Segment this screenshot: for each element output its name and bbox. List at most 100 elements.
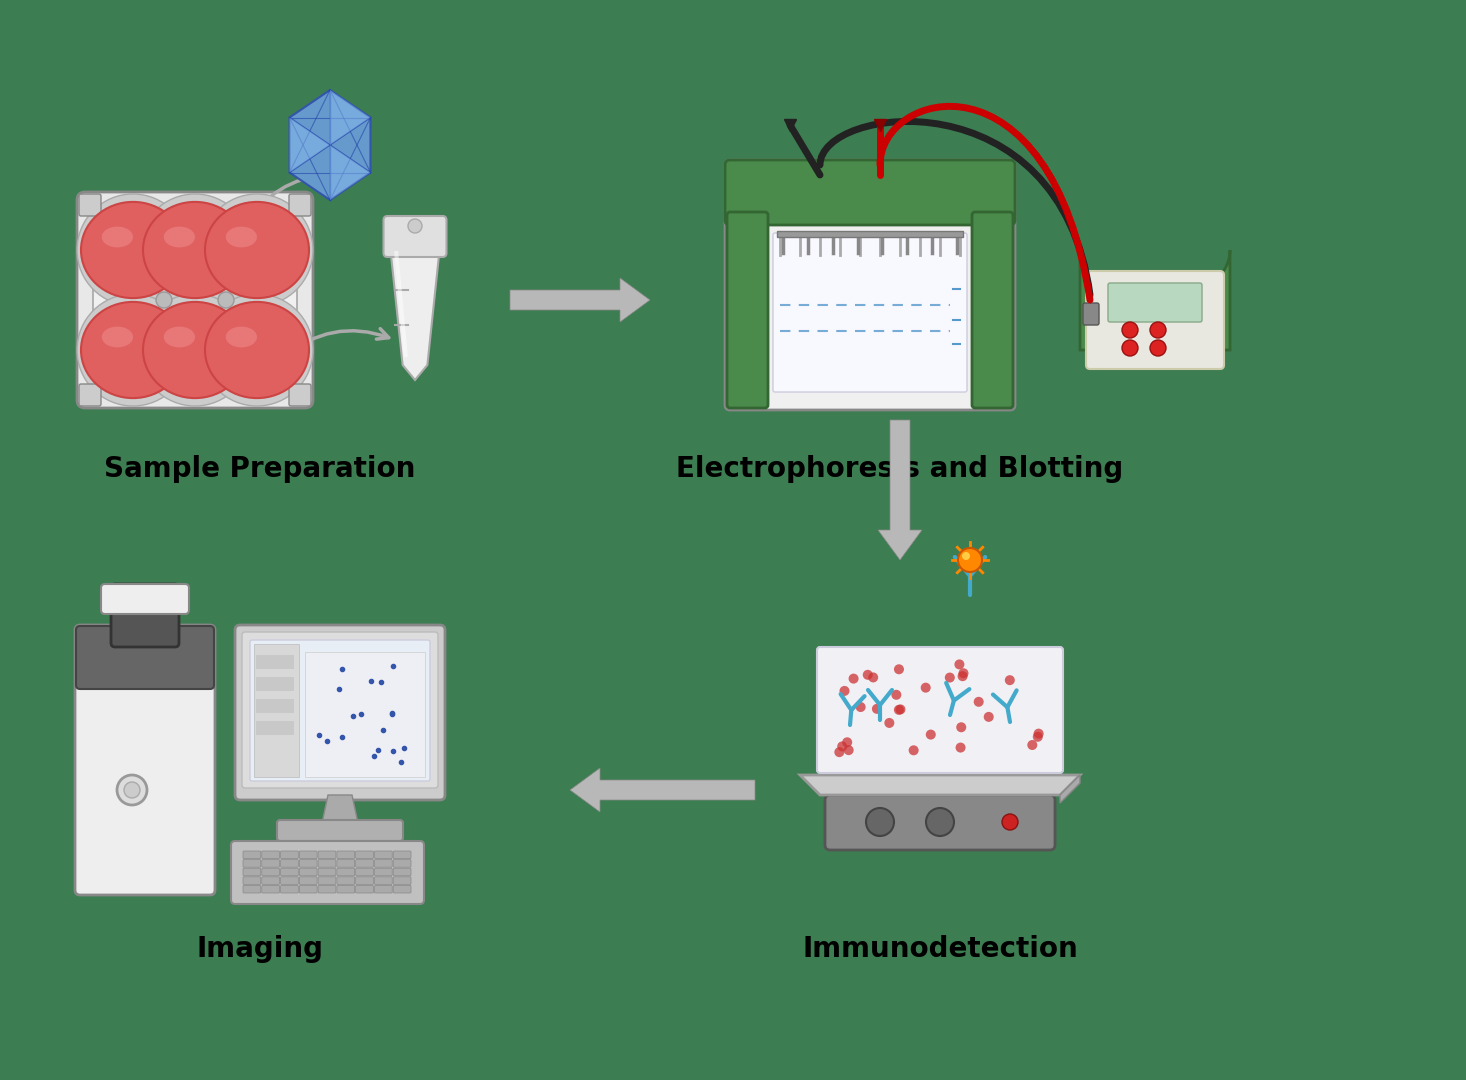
- Circle shape: [139, 294, 251, 406]
- FancyBboxPatch shape: [262, 877, 280, 885]
- FancyBboxPatch shape: [232, 841, 424, 904]
- Circle shape: [1121, 340, 1138, 356]
- FancyBboxPatch shape: [254, 644, 299, 777]
- Circle shape: [1034, 729, 1044, 739]
- Circle shape: [921, 683, 931, 692]
- Ellipse shape: [81, 302, 185, 399]
- Polygon shape: [289, 118, 330, 173]
- Circle shape: [909, 745, 919, 755]
- Polygon shape: [323, 795, 358, 823]
- FancyBboxPatch shape: [262, 868, 280, 876]
- FancyBboxPatch shape: [262, 851, 280, 859]
- Circle shape: [1004, 675, 1014, 685]
- Circle shape: [78, 294, 189, 406]
- Circle shape: [1149, 340, 1165, 356]
- Circle shape: [155, 292, 172, 308]
- Polygon shape: [1080, 249, 1230, 350]
- FancyBboxPatch shape: [243, 851, 261, 859]
- FancyBboxPatch shape: [337, 886, 355, 893]
- Circle shape: [1032, 732, 1042, 742]
- FancyBboxPatch shape: [726, 160, 1014, 410]
- Polygon shape: [570, 768, 755, 812]
- Circle shape: [957, 548, 982, 572]
- Circle shape: [863, 670, 872, 679]
- Polygon shape: [390, 248, 440, 380]
- Polygon shape: [800, 775, 1080, 795]
- FancyBboxPatch shape: [374, 886, 393, 893]
- Circle shape: [872, 704, 883, 714]
- Ellipse shape: [101, 227, 133, 247]
- Circle shape: [957, 671, 968, 681]
- FancyBboxPatch shape: [393, 860, 410, 867]
- FancyBboxPatch shape: [243, 877, 261, 885]
- Ellipse shape: [144, 202, 246, 298]
- FancyBboxPatch shape: [111, 584, 179, 647]
- FancyBboxPatch shape: [318, 860, 336, 867]
- Circle shape: [201, 194, 314, 306]
- FancyBboxPatch shape: [374, 860, 393, 867]
- Circle shape: [201, 294, 314, 406]
- FancyBboxPatch shape: [356, 868, 374, 876]
- FancyBboxPatch shape: [251, 640, 430, 781]
- Circle shape: [891, 690, 902, 700]
- Ellipse shape: [226, 227, 257, 247]
- FancyBboxPatch shape: [337, 877, 355, 885]
- FancyBboxPatch shape: [299, 860, 317, 867]
- Polygon shape: [1060, 775, 1080, 804]
- FancyBboxPatch shape: [92, 208, 298, 392]
- Circle shape: [117, 775, 147, 805]
- Ellipse shape: [101, 326, 133, 348]
- Circle shape: [841, 738, 852, 747]
- Circle shape: [866, 808, 894, 836]
- FancyBboxPatch shape: [257, 721, 295, 735]
- Ellipse shape: [205, 302, 309, 399]
- FancyBboxPatch shape: [1083, 303, 1100, 325]
- FancyBboxPatch shape: [356, 877, 374, 885]
- FancyBboxPatch shape: [726, 160, 1014, 225]
- FancyBboxPatch shape: [393, 851, 410, 859]
- Circle shape: [959, 669, 969, 678]
- Circle shape: [973, 697, 984, 706]
- FancyBboxPatch shape: [773, 233, 968, 392]
- FancyBboxPatch shape: [337, 860, 355, 867]
- Circle shape: [834, 747, 844, 757]
- Circle shape: [408, 219, 422, 233]
- FancyBboxPatch shape: [393, 886, 410, 893]
- FancyBboxPatch shape: [289, 194, 311, 216]
- Circle shape: [984, 712, 994, 721]
- FancyBboxPatch shape: [262, 860, 280, 867]
- FancyBboxPatch shape: [79, 384, 101, 406]
- Ellipse shape: [205, 202, 309, 298]
- FancyBboxPatch shape: [1086, 271, 1224, 369]
- Ellipse shape: [144, 302, 246, 399]
- FancyBboxPatch shape: [75, 625, 216, 895]
- Circle shape: [218, 292, 235, 308]
- Polygon shape: [878, 420, 922, 561]
- FancyBboxPatch shape: [356, 851, 374, 859]
- Circle shape: [125, 782, 139, 798]
- Circle shape: [1028, 740, 1038, 750]
- FancyBboxPatch shape: [243, 860, 261, 867]
- Circle shape: [843, 745, 853, 755]
- FancyBboxPatch shape: [972, 212, 1013, 408]
- Circle shape: [962, 552, 970, 561]
- FancyBboxPatch shape: [257, 677, 295, 691]
- Circle shape: [894, 705, 905, 715]
- FancyBboxPatch shape: [356, 886, 374, 893]
- Ellipse shape: [81, 202, 185, 298]
- Circle shape: [837, 741, 847, 752]
- FancyBboxPatch shape: [79, 194, 101, 216]
- Ellipse shape: [164, 227, 195, 247]
- FancyBboxPatch shape: [289, 384, 311, 406]
- Circle shape: [954, 660, 965, 670]
- Text: Electrophoresis and Blotting: Electrophoresis and Blotting: [676, 455, 1123, 483]
- Circle shape: [944, 673, 954, 683]
- FancyBboxPatch shape: [817, 647, 1063, 773]
- FancyBboxPatch shape: [262, 886, 280, 893]
- FancyBboxPatch shape: [243, 868, 261, 876]
- Polygon shape: [510, 278, 649, 322]
- FancyBboxPatch shape: [777, 231, 963, 237]
- FancyBboxPatch shape: [825, 795, 1056, 850]
- FancyBboxPatch shape: [101, 584, 189, 615]
- Circle shape: [856, 702, 865, 712]
